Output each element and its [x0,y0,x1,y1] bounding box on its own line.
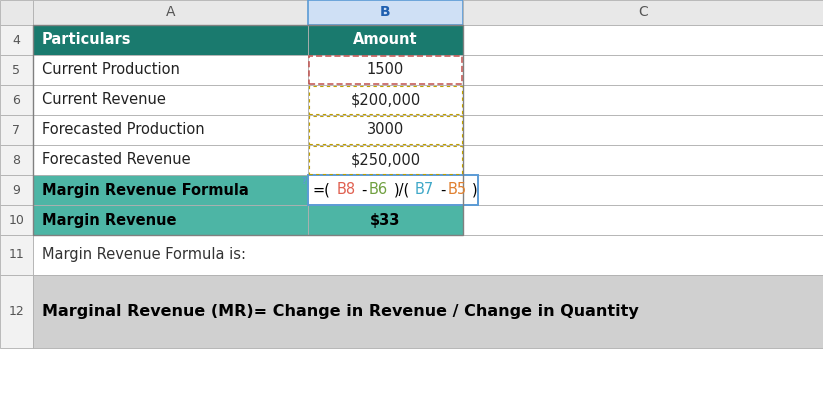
Text: $200,000: $200,000 [351,92,421,107]
Text: Forecasted Production: Forecasted Production [42,122,205,138]
Text: A: A [165,5,175,20]
Bar [309,146,462,174]
Bar [33,145,308,175]
Bar [308,145,463,175]
Text: Marginal Revenue (MR)= Change in Revenue / Change in Quantity: Marginal Revenue (MR)= Change in Revenue… [42,304,639,319]
Text: $250,000: $250,000 [351,153,421,168]
Bar [463,175,823,205]
Bar [33,175,308,205]
Bar [0,275,33,348]
Text: 9: 9 [12,184,21,196]
Text: C: C [638,5,648,20]
Bar [0,0,33,25]
Bar [308,175,478,205]
Text: 11: 11 [8,248,25,262]
Bar [33,25,463,235]
Bar [33,55,308,85]
Text: 1500: 1500 [367,63,404,77]
Text: -: - [440,183,445,197]
Bar [308,0,463,25]
Text: Margin Revenue Formula: Margin Revenue Formula [42,183,249,197]
Text: =(: =( [313,183,331,197]
Bar [308,85,463,115]
Text: 3000: 3000 [367,122,404,138]
Text: 6: 6 [12,94,21,107]
Bar [463,0,823,25]
Text: ?: ? [301,177,306,186]
Text: Margin Revenue Formula is:: Margin Revenue Formula is: [42,247,246,263]
Bar [463,115,823,145]
Text: 7: 7 [12,123,21,137]
Bar [33,85,308,115]
Bar [0,175,33,205]
Text: )/(: )/( [393,183,410,197]
Bar [463,85,823,115]
Text: 10: 10 [8,214,25,227]
Bar [309,116,462,144]
Bar [308,205,463,235]
Bar [0,205,33,235]
Text: 12: 12 [8,305,25,318]
Text: B5: B5 [447,183,467,197]
Text: 4: 4 [12,33,21,46]
Bar [33,235,823,275]
Bar [463,55,823,85]
Bar [309,56,462,84]
Bar [308,175,463,205]
Text: B8: B8 [337,183,356,197]
Text: Margin Revenue: Margin Revenue [42,212,176,227]
Bar [463,145,823,175]
Bar [309,86,462,114]
Bar [0,145,33,175]
Bar [0,85,33,115]
Text: B6: B6 [369,183,388,197]
Text: Current Revenue: Current Revenue [42,92,166,107]
Text: -: - [361,183,367,197]
Bar [463,25,823,55]
Bar [0,25,33,55]
Text: ): ) [472,183,478,197]
Bar [0,235,33,275]
Text: Current Production: Current Production [42,63,180,77]
Text: B: B [380,5,391,20]
Bar [33,275,823,348]
Bar [308,55,463,85]
Bar [463,205,823,235]
Text: 8: 8 [12,153,21,166]
Text: $33: $33 [370,212,401,227]
Bar [0,55,33,85]
Text: Forecasted Revenue: Forecasted Revenue [42,153,191,168]
Bar [33,205,308,235]
Bar [308,115,463,145]
Text: Amount: Amount [353,33,418,48]
Text: B7: B7 [415,183,434,197]
Bar [0,115,33,145]
Text: 5: 5 [12,64,21,76]
Bar [33,25,308,55]
Bar [308,25,463,55]
Bar [33,0,308,25]
Bar [33,115,308,145]
Text: Particulars: Particulars [42,33,132,48]
